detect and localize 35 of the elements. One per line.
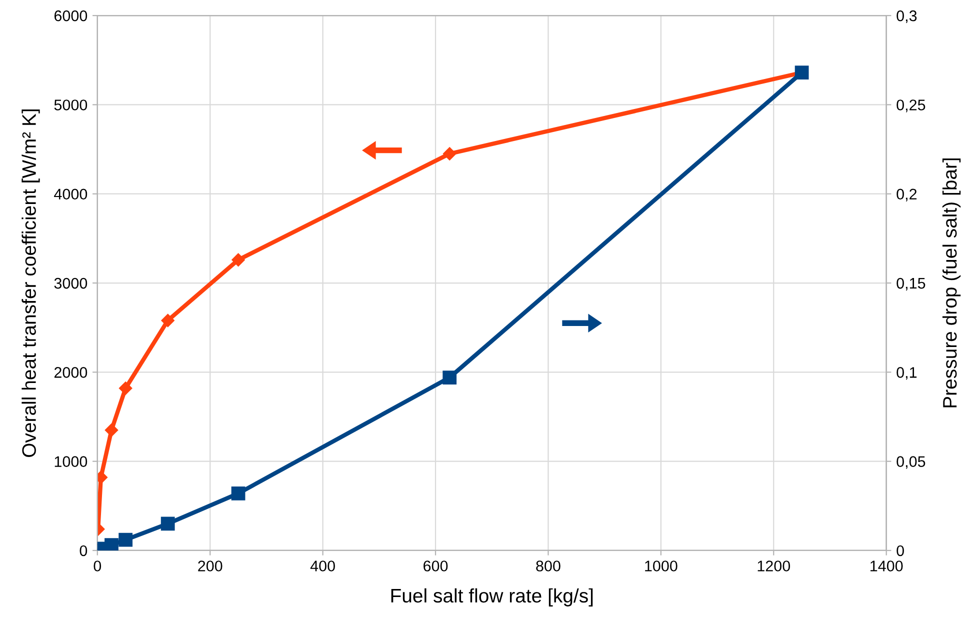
x-tick-label: 400 [310,560,335,572]
y2-tick-label: 0,3 [896,10,917,24]
y-tick-label: 3000 [54,278,88,289]
x-tick-label: 600 [424,560,448,572]
point [160,516,175,531]
point [161,314,174,328]
point [443,147,456,160]
x-tick-label: 1200 [758,560,790,572]
point [231,486,246,500]
y-tick-label: 2000 [54,367,88,378]
point [442,370,457,384]
y2-axis-title: Pressure drop (fuel salt) [bar] [942,158,961,408]
y-tick-label: 5000 [54,100,88,110]
y-tick-label: 0 [80,545,88,556]
y2-tick-label: 0,05 [896,456,926,469]
y-tick-label: 4000 [54,188,88,200]
point [118,532,133,547]
x-axis-title: Fuel salt flow rate [kg/s] [391,588,593,606]
x-tick-label: 1000 [645,560,678,572]
x-tick-label: 1400 [870,560,903,572]
y2-tick-label: 0,15 [896,278,926,290]
y-axis-title: Overall heat transfer coefficient [W/m² K] [22,110,40,457]
point [104,538,118,550]
point [232,253,245,266]
point [104,424,118,437]
y-tick-label: 6000 [54,10,88,22]
x-tick-label: 0 [94,560,102,572]
y2-tick-label: 0,2 [896,188,917,202]
y2-tick-label: 0 [896,545,904,556]
y-tick-label: 1000 [54,456,88,468]
y2-tick-label: 0,1 [896,367,917,380]
x-tick-label: 200 [198,560,222,572]
x-tick-label: 800 [536,560,560,572]
point [118,382,132,395]
y2-tick-label: 0,25 [896,100,926,112]
